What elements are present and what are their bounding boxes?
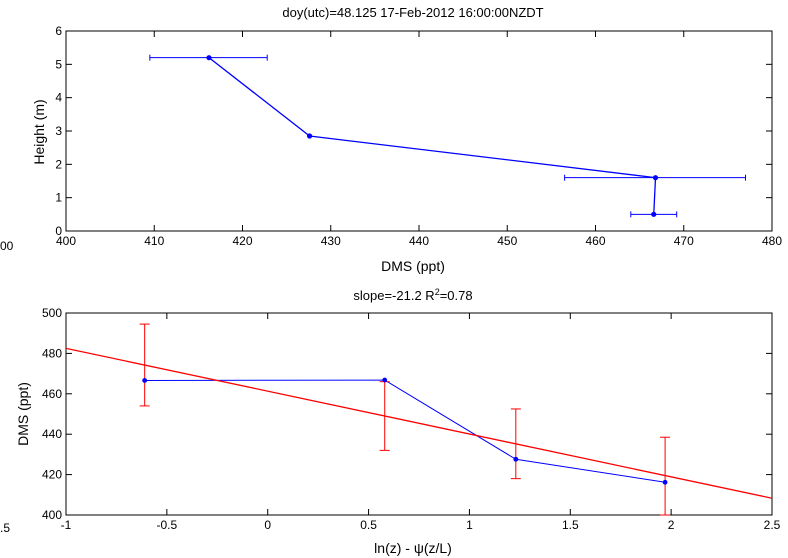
x-axis-label: ln(z) - ψ(z/L) xyxy=(374,540,452,556)
y-tick-label: 1 xyxy=(55,191,62,205)
chart-title: slope=-21.2 R2=0.78 xyxy=(353,287,472,303)
x-tick-label: 450 xyxy=(497,234,517,248)
x-tick-label: 1.5 xyxy=(562,518,579,532)
x-tick-label: 440 xyxy=(409,234,429,248)
y-tick-label: 0 xyxy=(55,224,62,238)
x-tick-label: -1 xyxy=(61,518,72,532)
data-point xyxy=(513,456,519,462)
x-tick-label: 480 xyxy=(762,234,782,248)
x-tick-label: 420 xyxy=(232,234,252,248)
y-tick-label: 480 xyxy=(42,346,62,360)
y-tick-label: 420 xyxy=(42,468,62,482)
plot-area: 400 410 420 430 440 450 460 470 480 0 1 2 3 4 5 6 xyxy=(55,24,782,248)
data-point xyxy=(382,377,388,383)
x-tick-label: 410 xyxy=(144,234,164,248)
x-tick-label: 1 xyxy=(466,518,473,532)
data-point xyxy=(306,133,313,139)
chart-panel-regression: slope=-21.2 R2=0.78 -1 -0.5 0 0.5 1 1.5 2 2.5 40… xyxy=(0,287,781,556)
x-axis-label: DMS (ppt) xyxy=(381,258,445,274)
y-tick-label: 500 xyxy=(42,306,62,320)
x-tick-label: 460 xyxy=(585,234,605,248)
x-tick-label: 2.5 xyxy=(764,518,781,532)
y-tick-label: 440 xyxy=(42,427,62,441)
data-point xyxy=(662,479,668,485)
chart-title: doy(utc)=48.125 17-Feb-2012 16:00:00NZDT xyxy=(282,5,543,20)
y-tick-label: 460 xyxy=(42,387,62,401)
series-line xyxy=(144,379,666,483)
y-tick-label: 5 xyxy=(55,57,62,71)
chart-panel-height-profile: doy(utc)=48.125 17-Feb-2012 16:00:00NZDT… xyxy=(0,5,782,274)
y-axis-label: Height (m) xyxy=(31,99,47,164)
y-axis-label: DMS (ppt) xyxy=(15,382,31,446)
y-tick-label: 4 xyxy=(55,91,62,105)
x-tick-label: -0.5 xyxy=(157,518,178,532)
fit-line xyxy=(66,347,772,499)
x-tick-label: 430 xyxy=(321,234,341,248)
series-line xyxy=(208,57,657,215)
data-point xyxy=(142,378,148,383)
plot-area: -1 -0.5 0 0.5 1 1.5 2 2.5 400 420 440 460 480 500 xyxy=(42,306,781,532)
y-tick-label: 2 xyxy=(55,157,62,171)
x-tick-label: 2 xyxy=(668,518,675,532)
clipped-tick-label: 00 xyxy=(0,239,14,253)
data-point xyxy=(651,211,657,217)
x-tick-label: 400 xyxy=(56,234,76,248)
x-tick-label: 0.5 xyxy=(360,518,377,532)
y-tick-label: 400 xyxy=(42,508,62,522)
clipped-tick-label: .5 xyxy=(0,521,10,535)
axes-box xyxy=(65,30,773,232)
axes-box xyxy=(65,312,773,516)
y-tick-label: 3 xyxy=(55,124,62,138)
data-point xyxy=(652,175,659,181)
x-tick-label: 0 xyxy=(264,518,271,532)
data-point xyxy=(206,55,212,61)
y-tick-label: 6 xyxy=(55,24,62,38)
x-tick-label: 470 xyxy=(674,234,694,248)
